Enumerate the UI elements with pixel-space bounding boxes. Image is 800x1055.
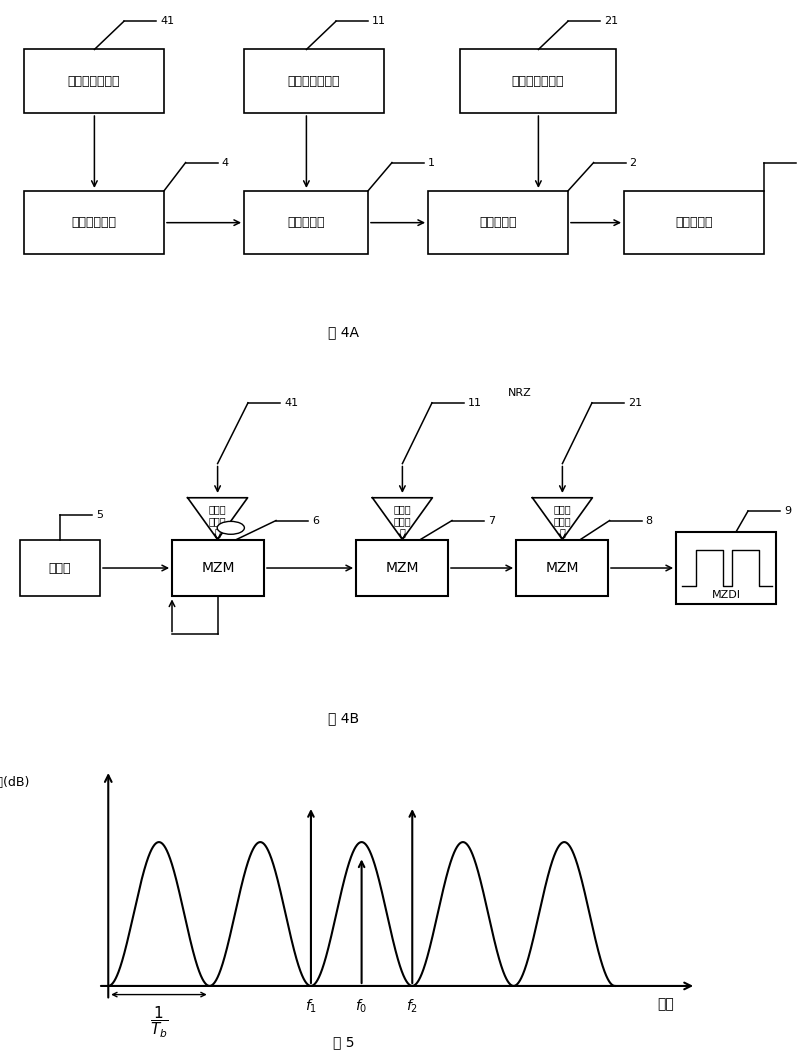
Text: 频率: 频率: [658, 997, 674, 1012]
Text: 延迟干涉仪: 延迟干涉仪: [675, 216, 713, 229]
Text: MZM: MZM: [202, 561, 234, 575]
Text: 6: 6: [312, 516, 319, 525]
Text: 传输(dB): 传输(dB): [0, 775, 30, 788]
Text: MZM: MZM: [386, 561, 418, 575]
Text: 11: 11: [372, 16, 386, 26]
Text: 2: 2: [630, 157, 637, 168]
Circle shape: [218, 521, 245, 534]
Text: 41: 41: [160, 16, 174, 26]
Text: 相位调制器: 相位调制器: [479, 216, 517, 229]
Bar: [244, 191, 368, 254]
Text: 5: 5: [96, 510, 103, 520]
Text: MZDI: MZDI: [711, 591, 741, 600]
Text: $\dfrac{1}{T_b}$: $\dfrac{1}{T_b}$: [150, 1004, 168, 1040]
Bar: [244, 50, 384, 113]
Text: 第一信号发生器: 第一信号发生器: [288, 75, 340, 88]
Bar: [20, 539, 100, 596]
Text: 41: 41: [284, 398, 298, 408]
Text: 8: 8: [646, 516, 653, 525]
Text: 7: 7: [488, 516, 495, 525]
Text: 第二信
号发生
器: 第二信 号发生 器: [209, 504, 226, 537]
Text: $f_1$: $f_1$: [305, 997, 317, 1015]
Text: 9: 9: [784, 506, 791, 516]
Bar: [624, 191, 764, 254]
Bar: [172, 539, 264, 596]
Text: $f_2$: $f_2$: [406, 997, 418, 1015]
Text: 光信号发生器: 光信号发生器: [71, 216, 117, 229]
Text: 21: 21: [628, 398, 642, 408]
Text: 脉冲切割器: 脉冲切割器: [287, 216, 325, 229]
Bar: [24, 50, 164, 113]
Text: 数据信
号发生
器: 数据信 号发生 器: [554, 504, 571, 537]
Text: MZM: MZM: [546, 561, 578, 575]
Text: 数据信号发生器: 数据信号发生器: [512, 75, 564, 88]
Text: 11: 11: [468, 398, 482, 408]
Text: 图 4A: 图 4A: [329, 325, 359, 340]
Text: 21: 21: [604, 16, 618, 26]
Bar: [516, 539, 608, 596]
Text: 激光器: 激光器: [49, 561, 71, 575]
Bar: [460, 50, 616, 113]
Text: 第一信
号发生
器: 第一信 号发生 器: [394, 504, 411, 537]
Text: 1: 1: [428, 157, 435, 168]
Bar: [676, 532, 776, 605]
Text: NRZ: NRZ: [508, 388, 532, 399]
Text: 4: 4: [222, 157, 229, 168]
Bar: [428, 191, 568, 254]
Text: 第二信号发生器: 第二信号发生器: [68, 75, 120, 88]
Text: 图 4B: 图 4B: [329, 711, 359, 725]
Bar: [356, 539, 448, 596]
Text: 图 5: 图 5: [334, 1035, 354, 1049]
Bar: [24, 191, 164, 254]
Text: $f_0$: $f_0$: [355, 997, 368, 1015]
